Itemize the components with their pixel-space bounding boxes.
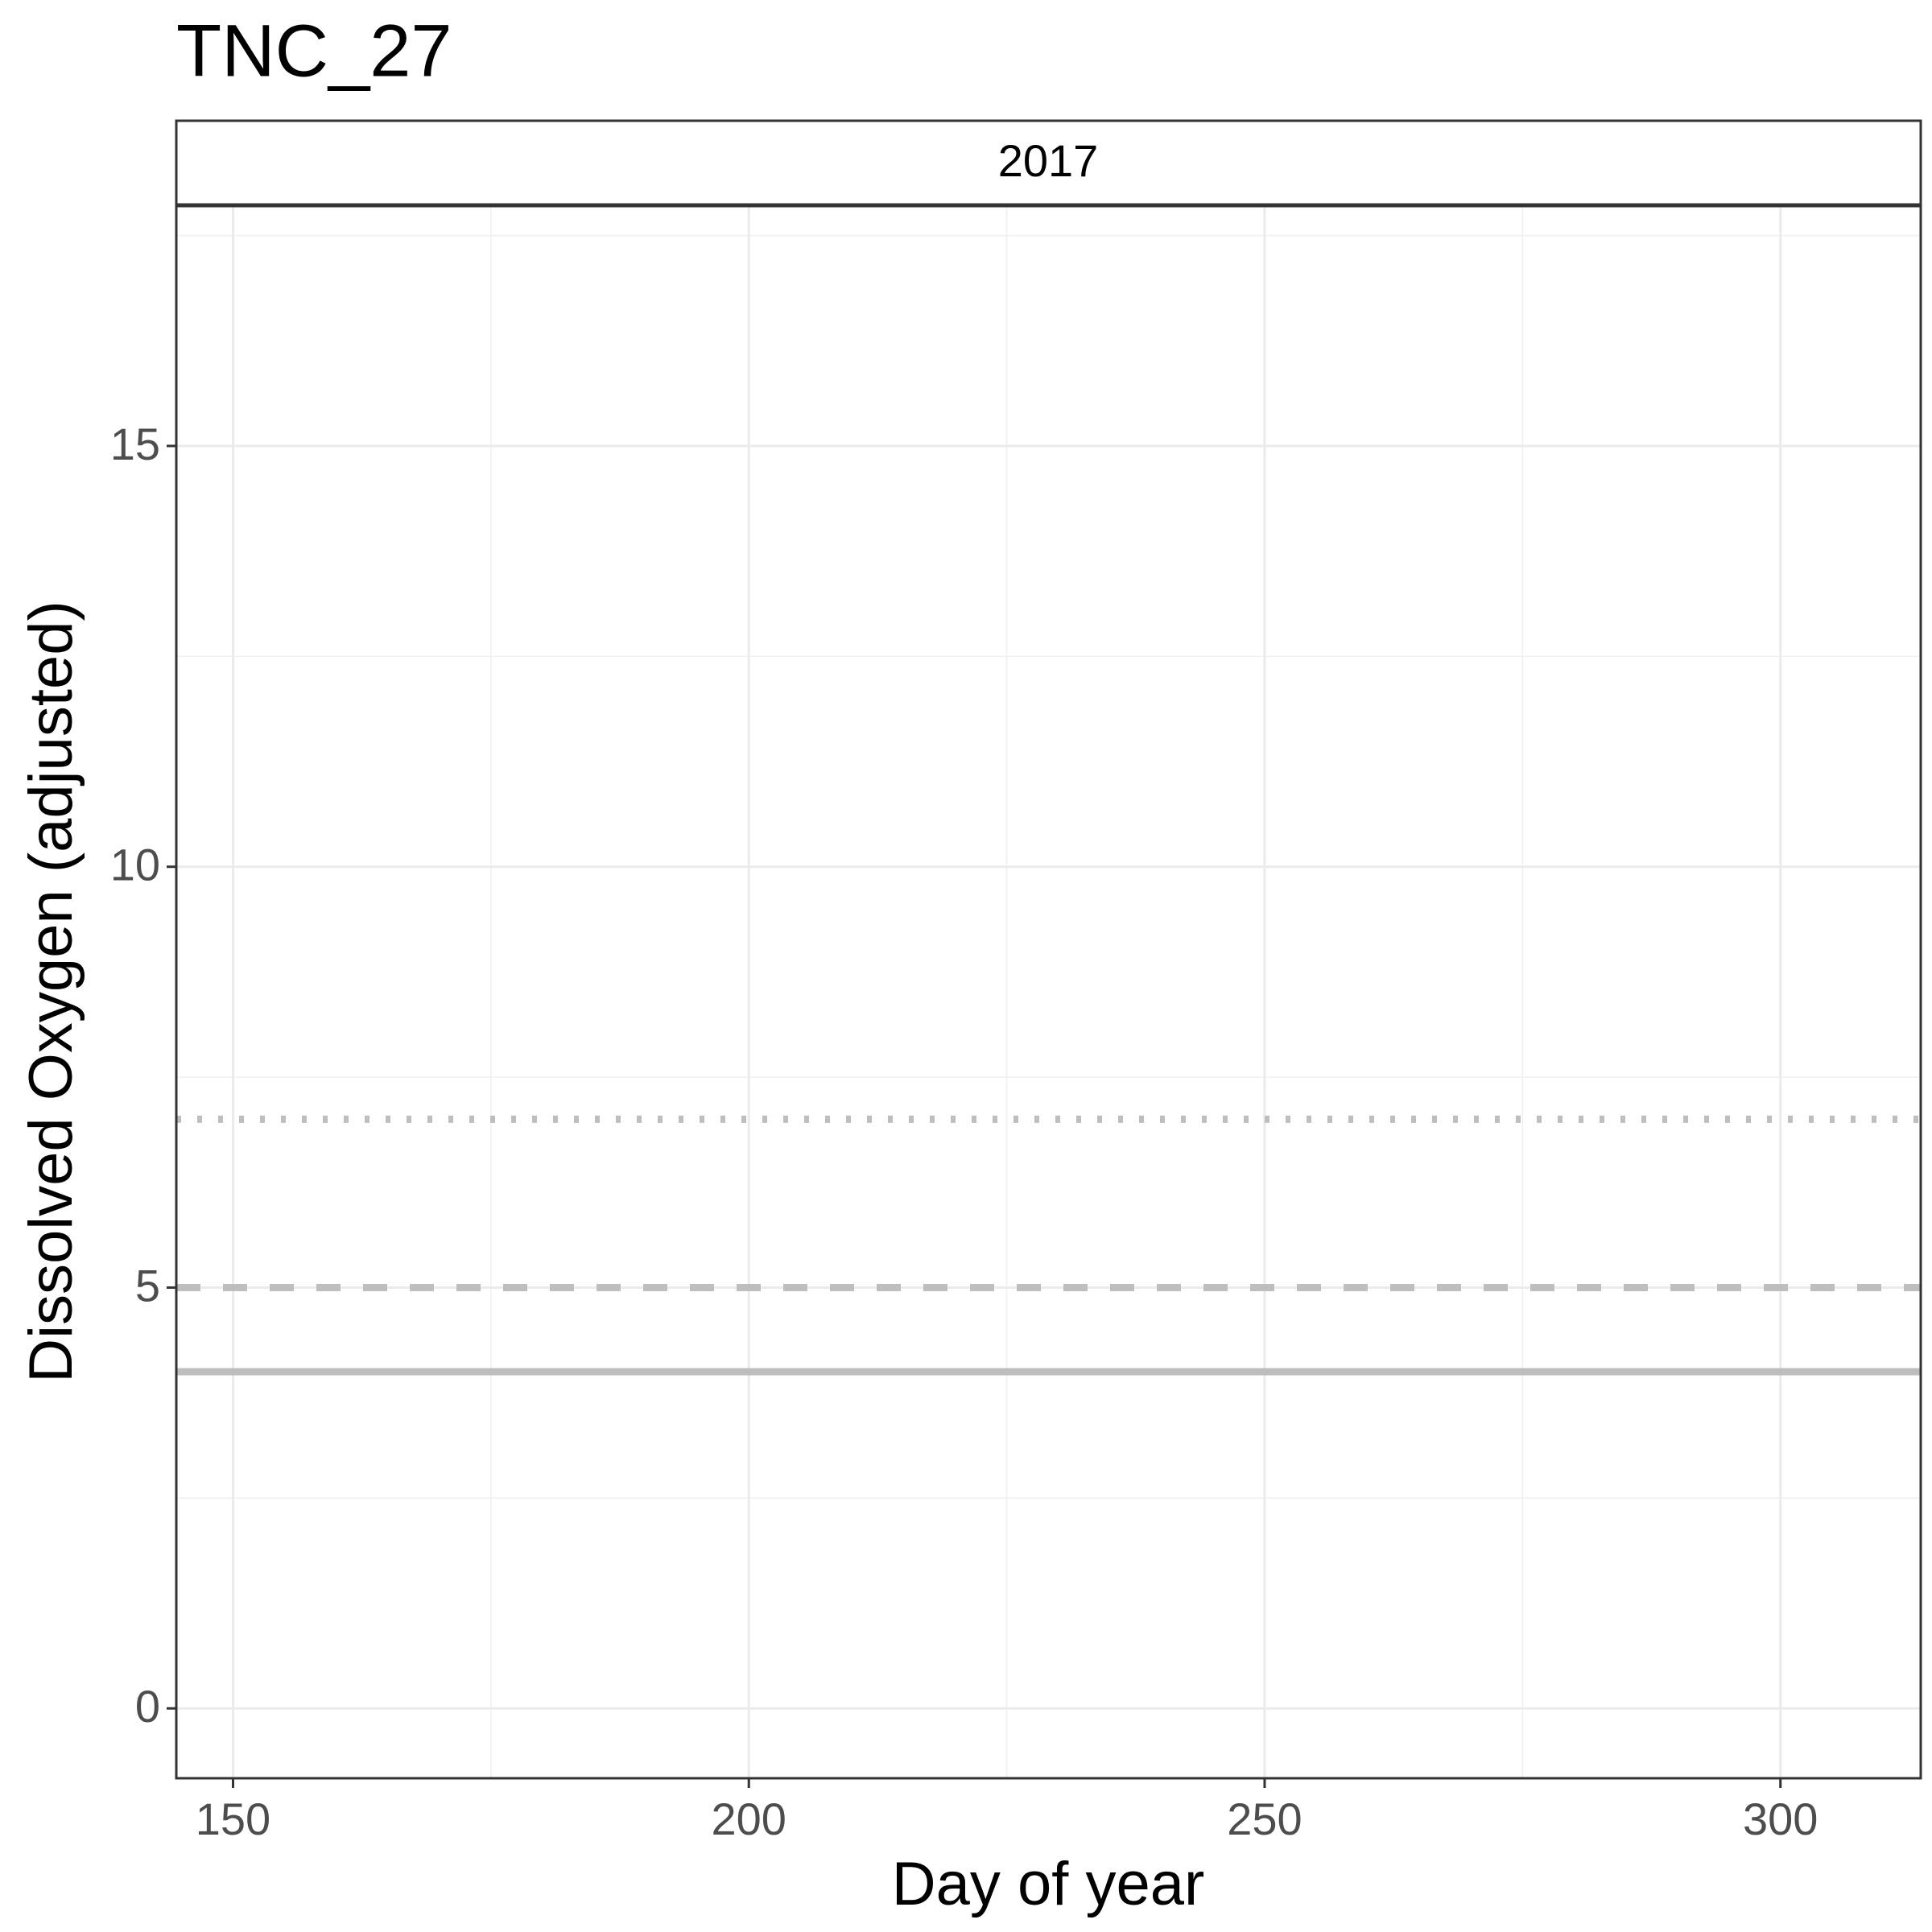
y-axis-title: Dissolved Oxygen (adjusted): [17, 601, 85, 1383]
x-tick-label: 300: [1743, 1794, 1818, 1844]
chart-title: TNC_27: [176, 10, 452, 92]
y-tick-label: 10: [110, 840, 160, 890]
facet-strip: [175, 119, 1922, 206]
x-tick-label: 250: [1227, 1794, 1302, 1844]
y-tick-label: 0: [135, 1681, 160, 1732]
x-axis-title: Day of year: [892, 1850, 1205, 1918]
panel: [176, 206, 1921, 1778]
x-tick-label: 150: [196, 1794, 270, 1844]
y-tick-label: 15: [110, 419, 160, 469]
y-tick-label: 5: [135, 1260, 160, 1311]
facet-label: 2017: [998, 135, 1099, 186]
panel-border: [175, 204, 1922, 1780]
x-tick-label: 200: [712, 1794, 786, 1844]
